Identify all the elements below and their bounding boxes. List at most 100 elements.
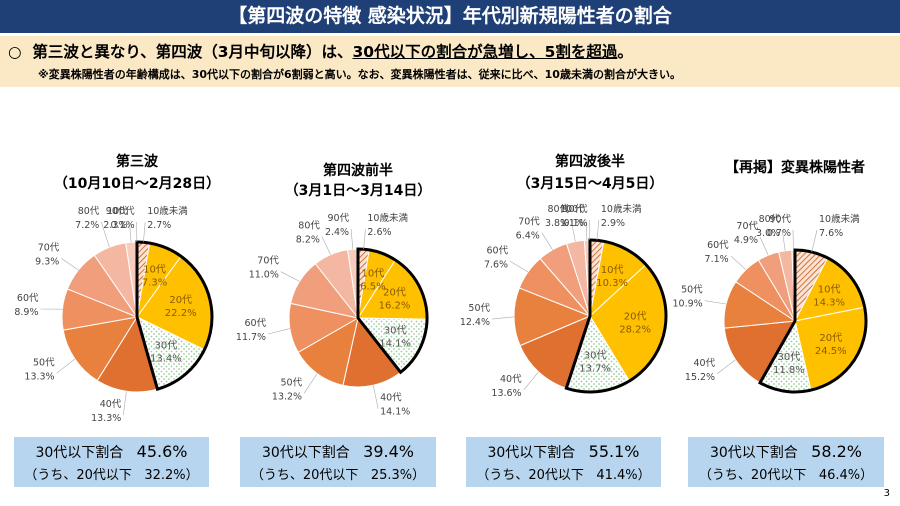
- slice-category-label: 90代: [106, 206, 128, 217]
- slice-category-label: 10歳未満: [147, 205, 188, 217]
- slice-category-label: 70代: [518, 217, 540, 228]
- slice-category-label: 80代: [759, 214, 781, 225]
- leader-line: [704, 300, 727, 305]
- slice-value-label: 11.7%: [236, 332, 266, 343]
- slice-category-label: 70代: [38, 242, 60, 253]
- leader-line: [61, 258, 79, 271]
- summary-value: 45.6%: [136, 442, 188, 461]
- leader-line: [811, 229, 818, 253]
- chart-subtitle: （3月15日～4月5日）: [517, 176, 664, 192]
- slice-value-label: 2.6%: [367, 227, 391, 238]
- leader-line: [509, 261, 529, 273]
- summary-sub-value: 25.3%）: [370, 468, 426, 483]
- slice-value-label: 14.3%: [813, 297, 845, 308]
- slice-value-label: 0.1%: [111, 220, 135, 231]
- slice-value-label: 11.8%: [773, 365, 805, 376]
- under-30-outline: [757, 248, 868, 394]
- slice-value-label: 7.2%: [75, 220, 99, 231]
- slice-category-label: 90代: [562, 204, 584, 215]
- slice-category-label: 10代: [143, 264, 166, 276]
- slice-value-label: 24.5%: [815, 346, 847, 357]
- slice-category-label: 10歳未満: [367, 212, 408, 224]
- slice-category-label: 30代: [778, 351, 801, 363]
- slice-value-label: 13.3%: [91, 413, 121, 424]
- slice-category-label: 10歳未満: [601, 203, 642, 215]
- slice-category-label: 40代: [380, 393, 402, 404]
- summary-box-3: 30代以下割合 55.1% （うち、20代以下 41.4%）: [466, 437, 661, 487]
- leader-line: [143, 221, 146, 243]
- leader-line: [373, 385, 379, 409]
- summary-box-1: 30代以下割合 45.6% （うち、20代以下 32.2%）: [14, 437, 209, 487]
- slice-value-label: 10.9%: [673, 299, 703, 310]
- slice-value-label: 0.7%: [767, 228, 791, 239]
- slice-category-label: 50代: [468, 303, 490, 314]
- slice-category-label: 10代: [601, 264, 624, 276]
- slice-category-label: 80代: [548, 204, 570, 215]
- pie-slice: [297, 317, 359, 386]
- slice-value-label: 2.4%: [325, 227, 349, 238]
- leader-line: [759, 236, 769, 256]
- leader-line: [321, 236, 331, 255]
- summary-sub-label: （うち、20代以下: [698, 468, 807, 483]
- summary-sub-value: 32.2%）: [144, 468, 199, 483]
- slice-category-label: 40代: [500, 374, 522, 385]
- summary-label: 30代以下割合: [487, 445, 576, 461]
- leader-line: [56, 358, 75, 374]
- page-title: 【第四波の特徴 感染状況】年代別新規陽性者の割合: [0, 0, 900, 33]
- slice-category-label: 20代: [624, 311, 647, 323]
- slice-category-label: 70代: [257, 256, 279, 267]
- slice-value-label: 7.1%: [705, 254, 729, 265]
- slice-value-label: 0.1%: [564, 218, 588, 229]
- slice-category-label: 60代: [245, 318, 267, 329]
- slice-value-label: 22.2%: [165, 308, 197, 319]
- pie-slice: [62, 316, 139, 382]
- summary-label: 30代以下割合: [35, 445, 124, 461]
- slice-value-label: 7.3%: [142, 278, 167, 289]
- slice-value-label: 13.2%: [272, 391, 302, 402]
- slice-category-label: 100代: [107, 206, 135, 217]
- slice-category-label: 20代: [383, 287, 406, 299]
- slice-value-label: 8.2%: [296, 235, 320, 246]
- slice-category-label: 50代: [33, 357, 55, 368]
- slice-value-label: 8.9%: [14, 307, 38, 318]
- slice-category-label: 10代: [362, 267, 385, 279]
- leader-line: [570, 219, 576, 242]
- leader-line: [350, 228, 354, 250]
- slice-category-label: 30代: [384, 324, 407, 336]
- summary-box-4: 30代以下割合 58.2% （うち、20代以下 46.4%）: [688, 437, 884, 487]
- slice-value-label: 13.6%: [491, 388, 521, 399]
- chart-title: 第四波後半: [555, 153, 625, 170]
- summary-sub-value: 41.4%）: [596, 468, 651, 483]
- slice-value-label: 12.4%: [460, 317, 490, 328]
- headline: ○ 第三波と異なり、第四波（3月中旬以降）は、30代以下の割合が急増し、5割を超…: [8, 40, 633, 62]
- slice-value-label: 6.4%: [516, 231, 540, 242]
- leader-line: [101, 221, 110, 248]
- page-number: 3: [883, 488, 890, 499]
- slice-category-label: 50代: [281, 377, 303, 388]
- slice-value-label: 3.0%: [756, 228, 780, 239]
- headline-post: 。: [617, 43, 633, 61]
- slice-category-label: 60代: [707, 240, 729, 251]
- bullet-icon: ○: [8, 43, 22, 61]
- slice-value-label: 10.3%: [596, 278, 628, 289]
- slice-value-label: 6.5%: [360, 281, 385, 292]
- summary-value: 55.1%: [588, 442, 640, 461]
- slice-category-label: 10歳未満: [819, 213, 860, 225]
- slice-value-label: 2.9%: [601, 218, 625, 229]
- slice-category-label: 30代: [155, 340, 178, 352]
- slice-value-label: 13.7%: [579, 363, 611, 374]
- slice-category-label: 100代: [560, 204, 588, 215]
- chart-title: 第四波前半: [323, 162, 393, 179]
- leader-line: [491, 316, 515, 320]
- under-30-outline: [564, 238, 668, 394]
- leader-line: [303, 373, 318, 394]
- slice-value-label: 7.6%: [819, 228, 843, 239]
- summary-banner: [0, 36, 900, 87]
- slice-value-label: 3.8%: [545, 218, 569, 229]
- slice-value-label: 7.6%: [484, 259, 508, 270]
- slice-category-label: 20代: [819, 332, 842, 344]
- slice-category-label: 40代: [100, 399, 122, 410]
- summary-value: 58.2%: [811, 442, 862, 461]
- leader-line: [523, 371, 539, 391]
